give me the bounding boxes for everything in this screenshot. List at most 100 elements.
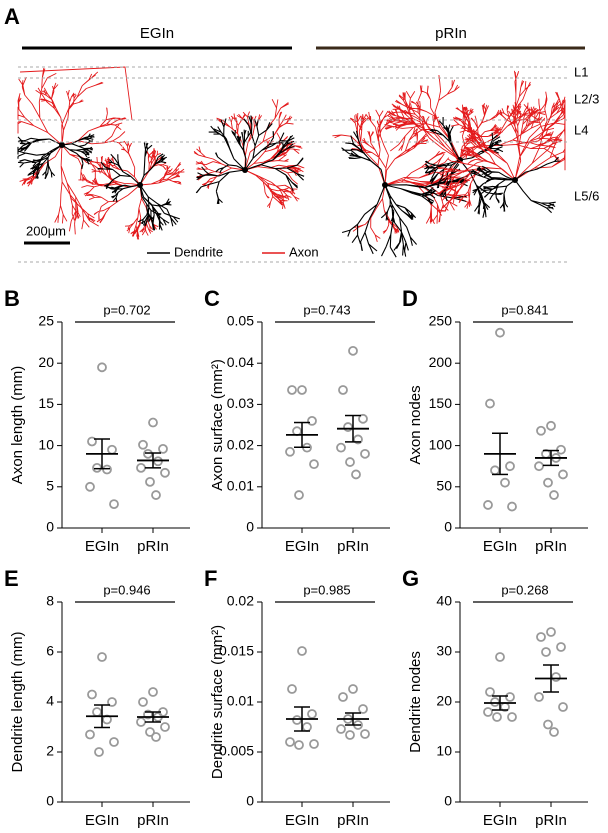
data-point [358,704,368,714]
data-point [97,652,107,662]
data-point [285,446,295,457]
dendrite [195,115,305,205]
scale-label: 200μm [26,223,66,238]
data-point [136,462,146,473]
y-tick-label: 8 [46,593,54,609]
y-tick-label: 10 [38,436,54,452]
axon [193,98,305,209]
data-point [158,443,168,454]
data-point [551,672,561,682]
y-tick-label: 0 [444,519,452,535]
y-tick-label: 2 [46,743,54,759]
y-tick-label: 0.03 [227,395,254,411]
data-point [546,420,556,431]
data-point [541,647,551,657]
data-point [483,707,493,717]
data-point [97,362,107,373]
soma [512,177,518,183]
data-point [285,737,295,747]
x-tick-label: pRIn [137,538,169,555]
data-point [358,413,368,424]
layer-label: L4 [574,122,588,137]
data-point [85,481,95,492]
data-point [546,627,556,637]
data-point [505,461,515,472]
data-point [287,684,297,694]
y-tick-label: 40 [436,593,452,609]
data-point [87,436,97,447]
dendrite [424,117,504,218]
data-point [143,709,153,720]
y-tick-label: 30 [436,643,452,659]
data-point [160,722,170,732]
dendrite [97,142,180,231]
x-tick-label: EGIn [483,538,517,555]
data-point [287,385,297,395]
layer-label: L1 [574,64,588,79]
data-point [338,692,348,702]
data-point [92,707,102,717]
data-point [345,457,355,467]
y-axis-title: Dendrite nodes [407,651,424,753]
panel-letter: B [4,286,20,311]
x-tick-label: EGIn [85,812,119,829]
y-tick-label: 20 [38,354,54,370]
legend-label: Dendrite [174,244,223,259]
data-point [492,712,502,722]
data-point [495,652,505,662]
data-point [107,444,117,455]
p-value: p=0.841 [501,302,548,317]
data-point [309,739,319,749]
y-tick-label: 0.04 [227,354,254,370]
data-point [309,459,319,470]
x-tick-label: pRIn [137,812,169,829]
data-point [94,747,104,757]
data-point [343,422,353,432]
p-value: p=0.946 [103,582,150,597]
panel-letter: E [4,566,19,591]
data-point [336,442,346,453]
data-point [543,477,553,488]
data-point [87,689,97,700]
data-point [143,448,153,459]
soma [137,182,143,188]
dendrite [470,156,561,214]
data-point [507,712,517,722]
data-point [107,697,117,707]
panel-letter: A [4,4,20,29]
p-value: p=0.268 [501,582,548,597]
x-tick-label: pRIn [337,538,369,555]
y-tick-label: 0 [46,519,54,535]
data-point [145,727,155,737]
data-point [151,732,161,742]
y-tick-label: 0.01 [227,478,254,494]
axon [19,66,133,121]
x-tick-label: EGIn [285,538,319,555]
y-tick-label: 4 [46,693,54,709]
data-point [495,327,505,338]
p-value: p=0.702 [103,302,150,317]
data-point [485,687,495,697]
y-tick-label: 25 [38,313,54,329]
p-value: p=0.743 [303,302,350,317]
data-point [543,719,553,730]
p-value: p=0.985 [303,582,350,597]
data-point [302,722,312,732]
data-point [534,461,544,472]
panel-letter: F [204,566,217,591]
data-point [505,692,515,702]
data-point [92,462,102,473]
y-tick-label: 250 [429,313,453,329]
data-point [148,687,158,697]
data-point [109,737,119,747]
y-tick-label: 5 [46,478,54,494]
data-point [351,469,361,480]
y-tick-label: 200 [429,354,453,370]
data-point [307,709,317,719]
soma [242,167,248,173]
data-point [556,642,566,652]
data-point [536,425,546,436]
y-tick-label: 0.02 [227,593,254,609]
neuron-reconstructions [17,66,566,258]
